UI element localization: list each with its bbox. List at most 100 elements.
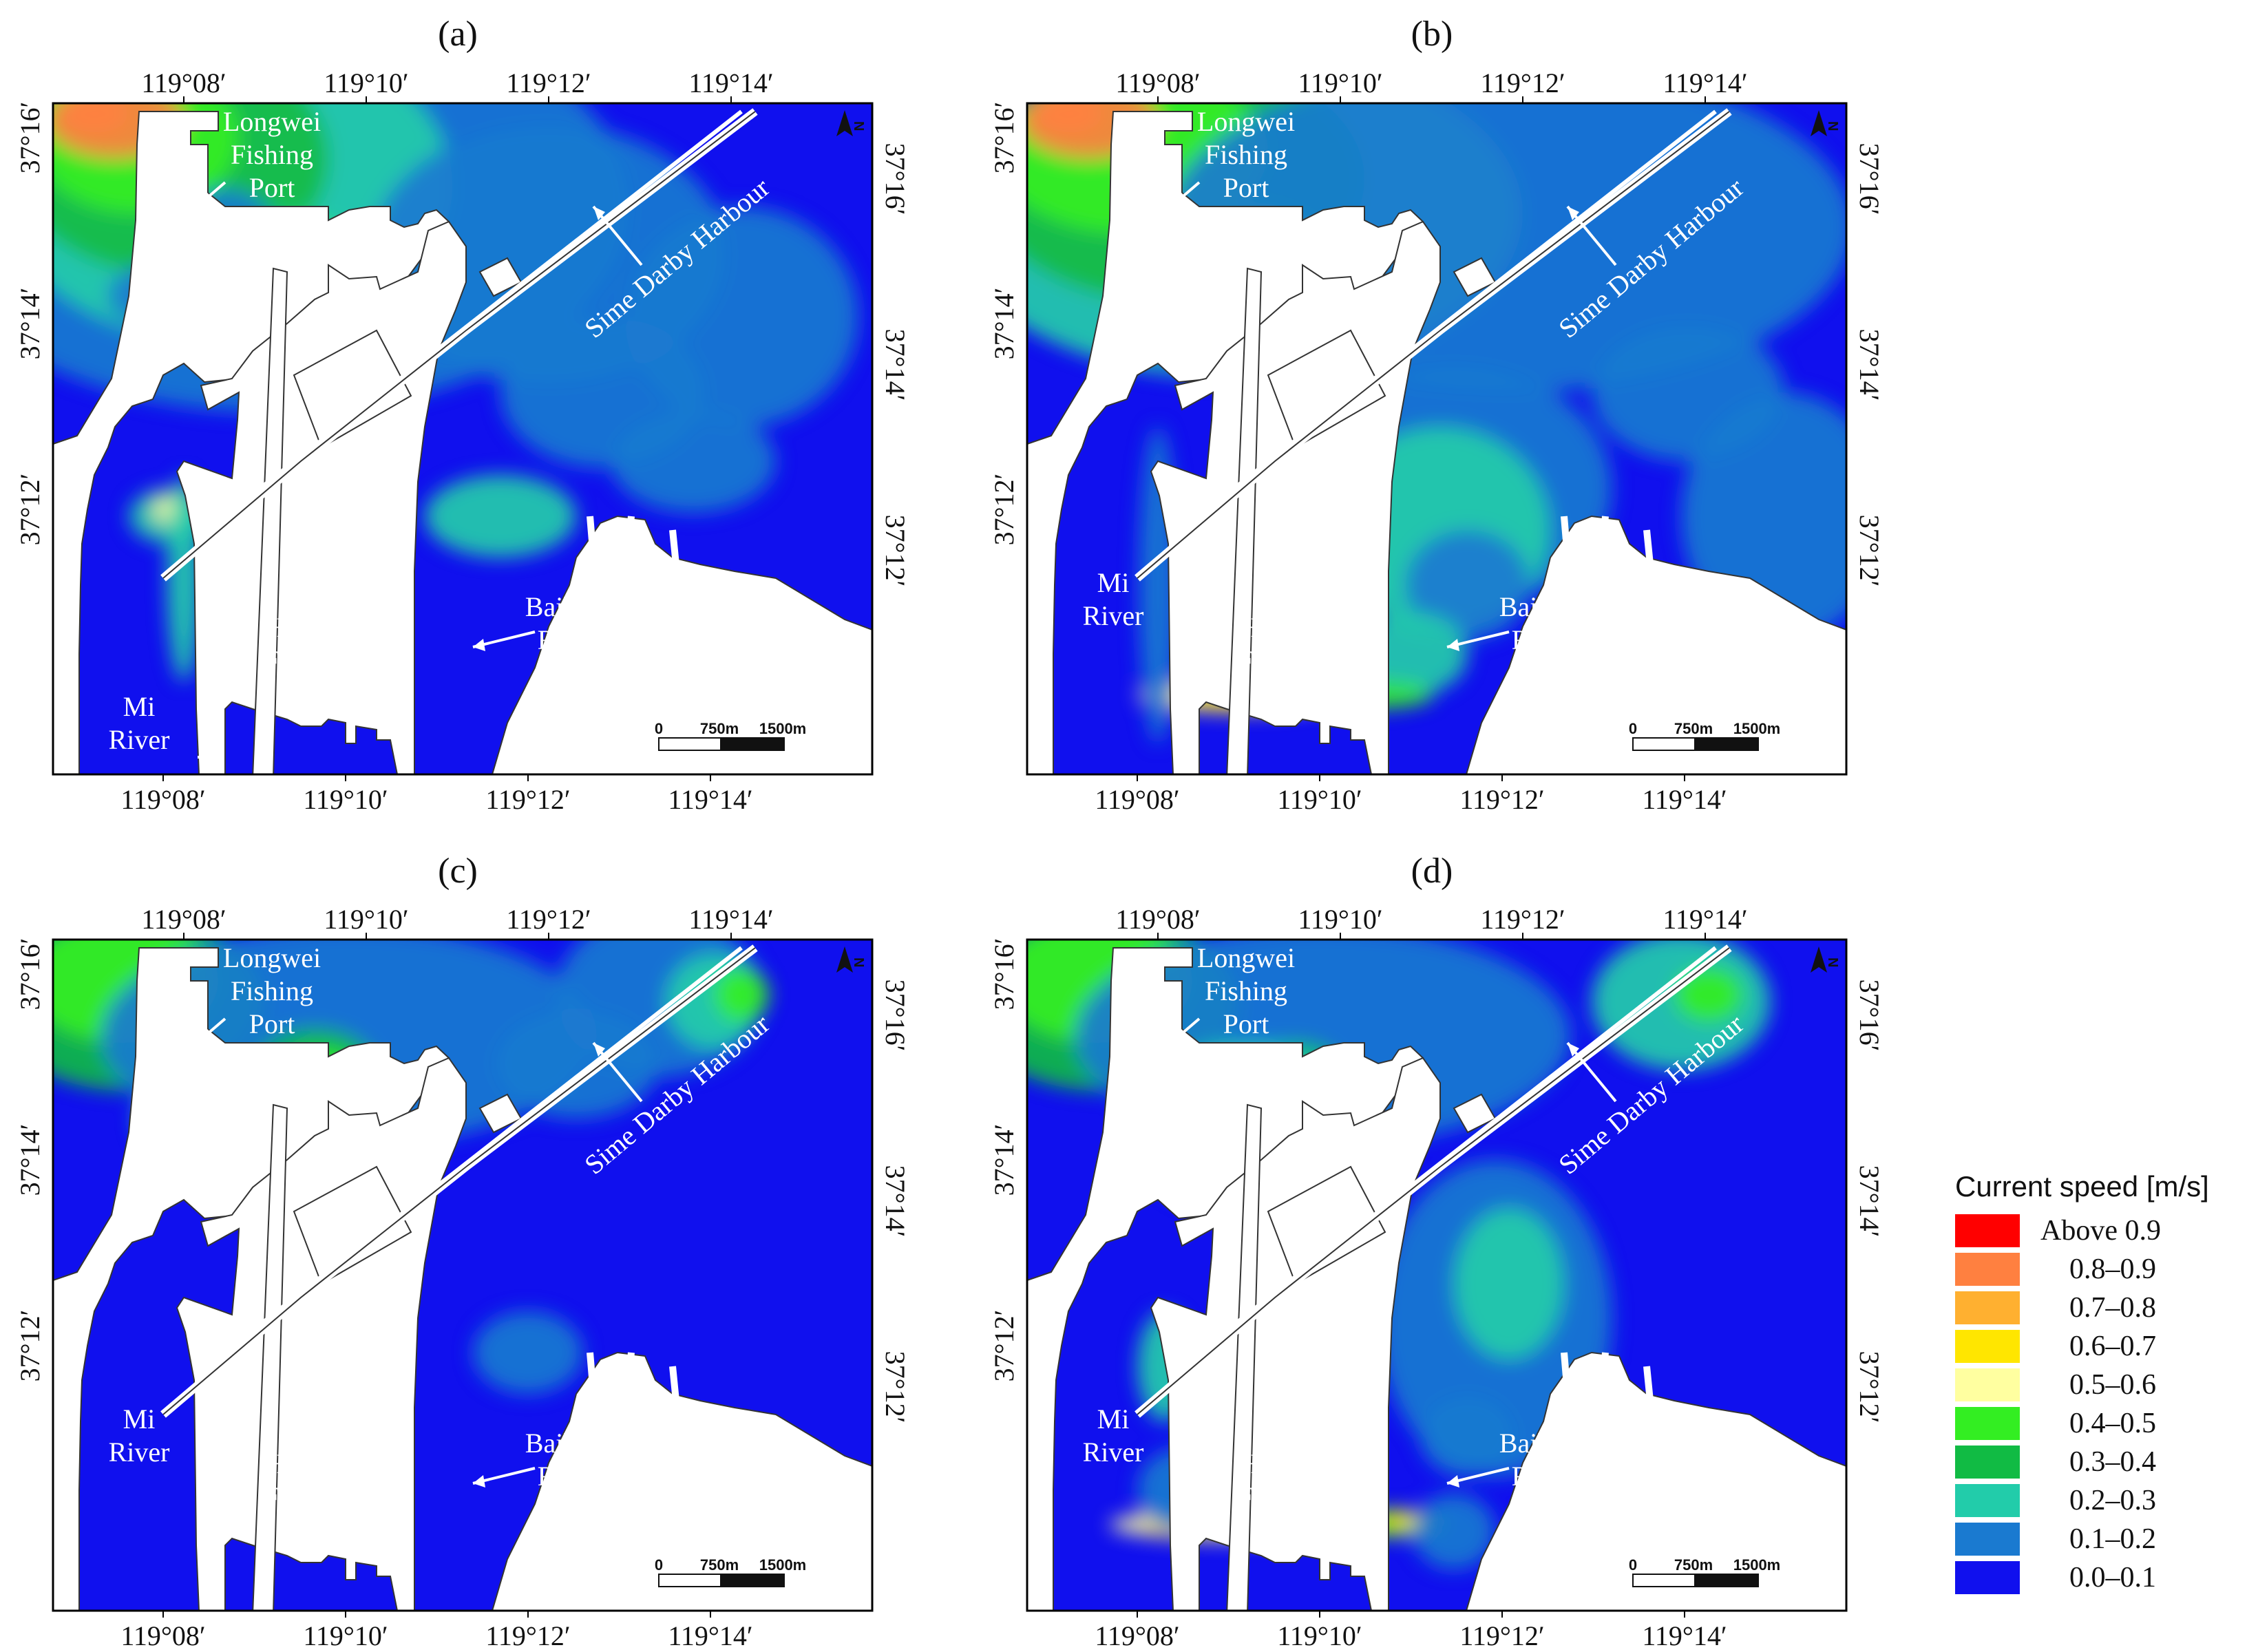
- tick-label-left: 37°12′: [14, 474, 45, 546]
- harbour-wall: [1232, 109, 1717, 491]
- label-haihengwei-fishing-port: Haihengwei: [1239, 612, 1372, 643]
- legend-swatch: [1955, 1214, 2020, 1247]
- speed-contour: [624, 206, 858, 427]
- current-field: [1027, 940, 1846, 1611]
- label-bailang-river: River: [538, 1461, 599, 1492]
- land-area: [1027, 947, 1424, 1611]
- scale-label: 750m: [700, 1556, 739, 1574]
- speed-contour: [494, 1008, 659, 1119]
- groyne: [669, 529, 679, 565]
- label-mi-river: River: [1083, 1437, 1144, 1468]
- tick-label-right: 37°14′: [1854, 329, 1885, 401]
- north-label: N: [1825, 957, 1840, 967]
- label-longwei-fishing-port: Port: [249, 1008, 295, 1039]
- north-arrow: N: [1811, 110, 1840, 136]
- label-bailang-river: Bailang: [525, 1428, 611, 1459]
- legend-swatch: [1955, 1253, 2020, 1286]
- label-bailang-river: River: [1512, 624, 1573, 655]
- land-area: [1150, 1057, 1441, 1611]
- label-haihengwei-fishing-port: Haihengwei: [265, 1448, 398, 1479]
- map-frame: [1026, 938, 1848, 1612]
- legend-swatch: [1955, 1407, 2020, 1440]
- scale-bar: 0 750m 1500m: [1629, 1556, 1780, 1587]
- speed-contour: [473, 1311, 583, 1394]
- north-label: N: [1825, 121, 1840, 131]
- tick-label-right: 37°16′: [1854, 143, 1885, 215]
- scale-bar: 0 750m 1500m: [655, 720, 806, 751]
- label-longwei-fishing-port: Fishing: [231, 975, 313, 1006]
- breakwater-edge: [1137, 111, 1730, 579]
- tick-label-right: 37°12′: [1854, 1351, 1885, 1423]
- arrow-head: [1175, 1028, 1187, 1039]
- speed-contour: [1413, 1494, 1495, 1569]
- label-haihengwei-fishing-port: Fishing Port: [264, 1481, 400, 1512]
- scale-label: 0: [1629, 720, 1637, 737]
- legend-swatch: [1955, 1291, 2020, 1324]
- speed-contour: [1454, 1208, 1564, 1359]
- legend-label: 0.8–0.9: [2069, 1253, 2156, 1285]
- bailang-coast: [491, 515, 872, 774]
- legend-label: 0.3–0.4: [2069, 1446, 2156, 1478]
- label-haihengwei-fishing-port: Fishing Port: [1238, 645, 1374, 676]
- tick-label-top: 119°10′: [324, 904, 408, 935]
- tick-label-top: 119°08′: [141, 904, 226, 935]
- tick-label-top: 119°14′: [688, 67, 773, 98]
- label-longwei-fishing-port: Port: [249, 172, 295, 203]
- tick-label-left: 37°14′: [989, 288, 1020, 360]
- legend-row: 0.2–0.3: [1955, 1481, 2244, 1520]
- tick-label-right: 37°12′: [1854, 515, 1885, 587]
- scale-label: 0: [655, 1556, 663, 1574]
- groyne: [1643, 529, 1654, 565]
- panel-letter: (d): [1411, 851, 1453, 891]
- groyne: [1561, 516, 1571, 558]
- legend-label: Above 0.9: [2040, 1215, 2161, 1247]
- tick-label-top: 119°12′: [1480, 67, 1565, 98]
- speed-contour: [425, 475, 576, 558]
- speed-contour: [1420, 1394, 1516, 1476]
- arrow-head: [1175, 191, 1187, 203]
- legend-swatch: [1955, 1484, 2020, 1517]
- harbour-block: [293, 329, 412, 449]
- legend-label: 0.2–0.3: [2069, 1485, 2156, 1516]
- label-longwei-fishing-port: Longwei: [1197, 942, 1295, 973]
- current-field: [53, 103, 872, 774]
- harbour-wall: [1232, 946, 1717, 1327]
- bailang-coast: [1465, 515, 1846, 774]
- groyne: [1643, 1366, 1654, 1401]
- legend-row: 0.8–0.9: [1955, 1250, 2244, 1289]
- panel-letter: (a): [438, 14, 478, 54]
- groyne: [624, 1352, 635, 1391]
- tick-label-right: 37°16′: [1854, 979, 1885, 1052]
- land-area: [176, 220, 467, 774]
- harbour-wall: [258, 109, 743, 491]
- arrow-head: [473, 1475, 485, 1487]
- tick-label-left: 37°12′: [989, 1310, 1020, 1382]
- tick-label-top: 119°10′: [1298, 904, 1382, 935]
- scale-bar: 0 750m 1500m: [655, 1556, 806, 1587]
- legend-label: 0.5–0.6: [2069, 1369, 2156, 1401]
- arrow-head: [593, 206, 605, 220]
- label-mi-river: Mi: [123, 691, 156, 722]
- label-longwei-fishing-port: Fishing: [231, 139, 313, 170]
- tick-label-bottom: 119°14′: [668, 784, 752, 815]
- scale-label: 750m: [1674, 1556, 1713, 1574]
- groyne: [1598, 1352, 1609, 1391]
- speed-contour: [611, 410, 776, 513]
- harbour-block: [293, 1165, 412, 1285]
- north-label: N: [851, 121, 866, 131]
- tick-label-left: 37°14′: [989, 1124, 1020, 1196]
- map-frame: [1026, 102, 1848, 776]
- legend-row: 0.4–0.5: [1955, 1404, 2244, 1443]
- scale-label: 1500m: [759, 1556, 807, 1574]
- scale-segment: [1694, 737, 1759, 751]
- tick-label-bottom: 119°08′: [120, 1620, 205, 1651]
- north-label: N: [851, 957, 866, 967]
- map-panel-b: 119°08′ 119°10′ 119°12′ 119°14′ 119°08′ 119°1…: [989, 67, 1885, 815]
- legend-swatch: [1955, 1561, 2020, 1594]
- breakwater-edge: [162, 111, 756, 579]
- land-area: [252, 267, 288, 774]
- tick-label-top: 119°12′: [1480, 904, 1565, 935]
- current-field: [1027, 103, 1846, 774]
- label-haihengwei-fishing-port: Fishing Port: [1238, 1481, 1374, 1512]
